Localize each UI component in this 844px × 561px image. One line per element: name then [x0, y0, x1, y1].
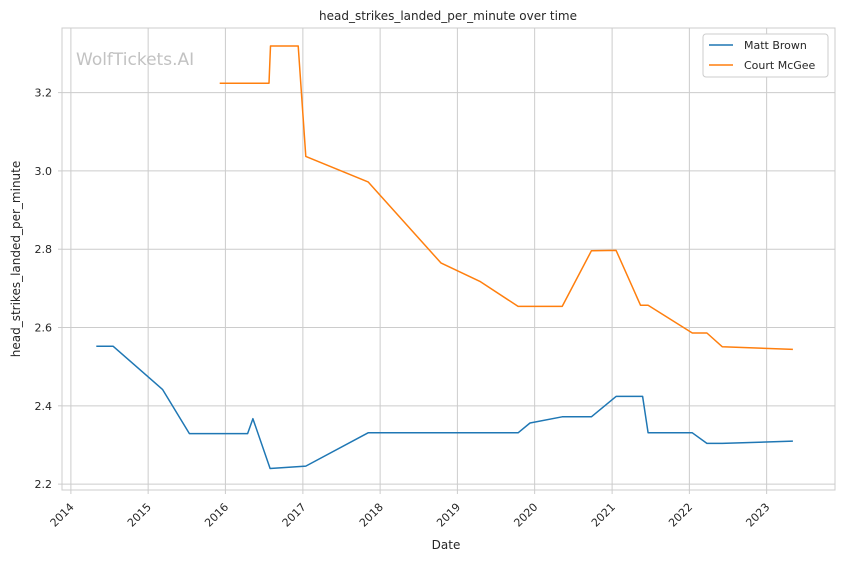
y-tick-label: 3.0 — [35, 165, 53, 178]
plot-area — [61, 27, 836, 491]
y-axis-ticks: 2.2 2.4 2.6 2.8 3.0 3.2 — [35, 87, 62, 491]
y-tick-label: 2.4 — [35, 400, 53, 413]
grid-lines — [62, 28, 835, 490]
series-line-court-mcgee — [219, 45, 793, 351]
legend-label-matt-brown: Matt Brown — [744, 39, 807, 52]
y-tick-label: 2.8 — [35, 243, 53, 256]
series-line-matt-brown — [96, 345, 793, 470]
y-tick-label: 3.2 — [35, 87, 53, 100]
series-lines — [96, 45, 793, 470]
watermark: WolfTickets.AI — [76, 50, 194, 70]
legend-label-court-mcgee: Court McGee — [744, 59, 816, 72]
x-axis-label: Date — [432, 538, 461, 552]
legend: Matt Brown Court McGee — [702, 33, 829, 78]
y-tick-label: 2.2 — [35, 478, 53, 491]
y-axis-label: head_strikes_landed_per_minute — [9, 161, 23, 358]
chart-title: head_strikes_landed_per_minute over time — [319, 9, 577, 23]
y-tick-label: 2.6 — [35, 322, 53, 335]
legend-box — [702, 33, 829, 78]
